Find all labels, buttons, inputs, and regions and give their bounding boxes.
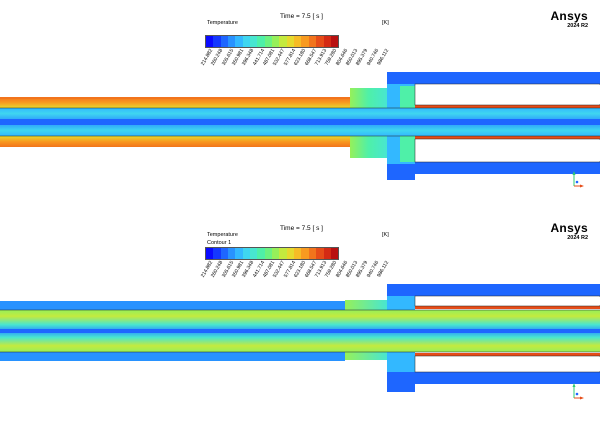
- colorbar-cell: [308, 248, 317, 259]
- colorbar-cell: [330, 248, 339, 259]
- colorbar-cell: [301, 248, 309, 259]
- colorbar: [205, 247, 340, 260]
- colorbar-cell: [272, 36, 280, 47]
- colorbar-cell: [272, 248, 280, 259]
- colorbar-cell: [323, 248, 331, 259]
- ansys-logo: Ansys 2024 R2: [550, 222, 588, 242]
- z-axis-icon: [575, 180, 579, 184]
- colorbar-cell: [301, 36, 309, 47]
- colorbar-cell: [250, 36, 258, 47]
- colorbar-cell: [242, 248, 251, 259]
- colorbar-cell: [228, 36, 236, 47]
- colorbar-cell: [294, 248, 302, 259]
- colorbar-cell: [250, 248, 258, 259]
- axis-triad: [572, 171, 584, 188]
- colorbar-cell: [235, 248, 243, 259]
- colorbar-cell: [286, 248, 295, 259]
- colorbar-cell: [279, 248, 287, 259]
- colorbar-cell: [323, 36, 331, 47]
- version-label: 2024 R2: [567, 235, 588, 241]
- colorbar: [205, 35, 340, 48]
- ansys-logo: Ansys 2024 R2: [550, 10, 588, 30]
- colorbar-cell: [286, 36, 295, 47]
- contour-view-bottom[interactable]: Time = 7.5 [ s ] Temperature Contour 1 […: [0, 212, 600, 417]
- colorbar-ticks: 214.882 260.248 305.615 350.981 396.348 441.7…: [200, 48, 393, 78]
- time-label: Time = 7.5 [ s ]: [280, 225, 323, 232]
- colorbar-cell: [220, 248, 229, 259]
- axis-triad: [572, 383, 584, 400]
- colorbar-cell: [316, 248, 324, 259]
- colorbar-cell: [279, 36, 287, 47]
- legend-unit: [K]: [382, 20, 389, 26]
- version-label: 2024 R2: [567, 23, 588, 29]
- legend-contour-name: Contour 1: [207, 240, 232, 246]
- logo-wordmark: Ansys: [550, 221, 588, 235]
- colorbar-cell: [308, 36, 317, 47]
- colorbar-cell: [235, 36, 243, 47]
- time-label: Time = 7.5 [ s ]: [280, 13, 323, 20]
- colorbar-cell: [257, 248, 265, 259]
- z-axis-icon: [575, 392, 579, 396]
- temperature-contour-field-top[interactable]: [0, 0, 600, 205]
- colorbar-cell: [330, 36, 339, 47]
- temperature-contour-field-bottom[interactable]: [0, 212, 600, 417]
- contour-view-top[interactable]: Time = 7.5 [ s ] Temperature [K] 214.882…: [0, 0, 600, 205]
- colorbar-cell: [242, 36, 251, 47]
- legend-variable-title: Temperature: [207, 232, 238, 238]
- colorbar-cell: [257, 36, 265, 47]
- colorbar-cell: [213, 248, 221, 259]
- colorbar-cell: [206, 36, 214, 47]
- colorbar-cell: [213, 36, 221, 47]
- colorbar-cell: [264, 36, 273, 47]
- logo-wordmark: Ansys: [550, 9, 588, 23]
- legend-variable-title: Temperature: [207, 20, 238, 26]
- colorbar-cell: [206, 248, 214, 259]
- colorbar-ticks: 214.882 260.248 305.615 350.981 396.348 441.7…: [200, 260, 393, 290]
- colorbar-cell: [228, 248, 236, 259]
- legend-unit: [K]: [382, 232, 389, 238]
- colorbar-cell: [220, 36, 229, 47]
- colorbar-cell: [316, 36, 324, 47]
- colorbar-cell: [294, 36, 302, 47]
- colorbar-cell: [264, 248, 273, 259]
